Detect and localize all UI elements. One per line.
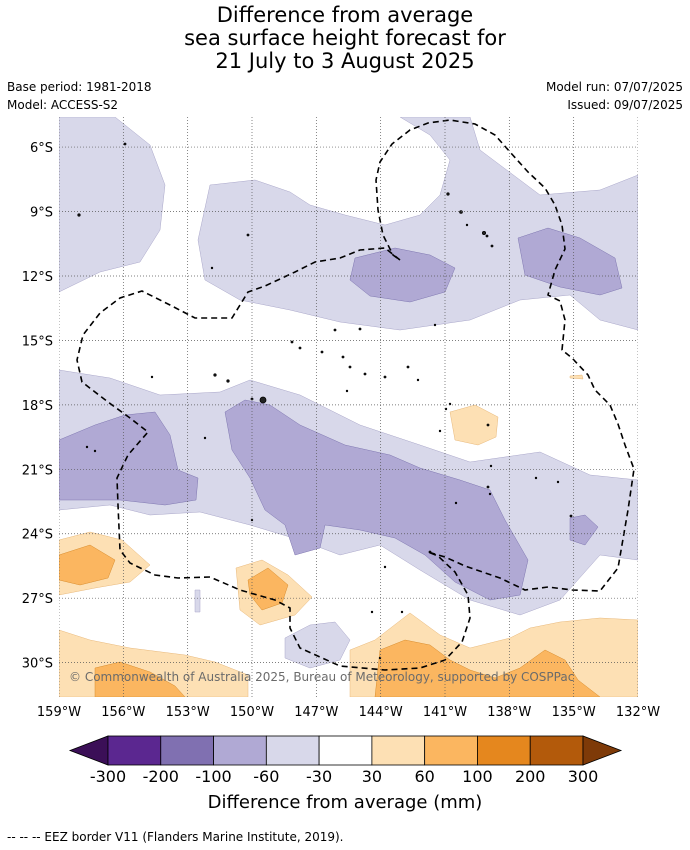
copyright-text: © Commonwealth of Australia 2025, Bureau… — [69, 670, 574, 684]
colorbar-tick-label: 200 — [515, 767, 546, 786]
title-line-2: sea surface height forecast for — [184, 26, 506, 50]
colorbar — [68, 735, 623, 766]
lat-tick-label: 15°S — [22, 334, 53, 349]
colorbar-extend-max — [582, 735, 623, 766]
latitude-tick-labels: 6°S 9°S 12°S 15°S 18°S 21°S 24°S 27°S 30°S — [22, 141, 53, 672]
issued-date: Issued: 09/07/2025 — [567, 98, 683, 112]
lat-tick-label: 21°S — [22, 463, 53, 478]
lon-tick-label: 144°W — [359, 705, 403, 720]
meta-left: Base period: 1981-2018 Model: ACCESS-S2 — [7, 78, 152, 114]
colorbar-title: Difference from average (mm) — [207, 792, 483, 813]
lat-tick-label: 9°S — [30, 206, 53, 221]
colorbar-extend-min — [68, 735, 109, 766]
colorbar-segment — [529, 735, 584, 766]
lon-tick-label: 135°W — [552, 705, 596, 720]
model-name: Model: ACCESS-S2 — [7, 98, 119, 112]
lat-tick-label: 6°S — [30, 141, 53, 156]
title-line-3: 21 July to 3 August 2025 — [215, 49, 475, 73]
eez-border-lines — [76, 119, 635, 671]
colorbar-tick-labels: -300 -200 -100 -60 -30 30 60 100 200 300 — [90, 767, 598, 786]
colorbar-tick-label: -200 — [143, 767, 179, 786]
colorbar-segment — [160, 735, 214, 766]
colorbar-tick-label: -30 — [306, 767, 332, 786]
colorbar-tick-label: -60 — [253, 767, 279, 786]
lon-tick-label: 159°W — [37, 705, 81, 720]
colorbar-segment — [424, 735, 478, 766]
colorbar-segment — [107, 735, 162, 766]
colorbar-tick-label: 60 — [414, 767, 434, 786]
colorbar-tick-label: 30 — [362, 767, 382, 786]
base-period: Base period: 1981-2018 — [7, 80, 152, 94]
colorbar-tick-label: 300 — [568, 767, 599, 786]
colorbar-segment — [318, 735, 373, 766]
longitude-tick-labels: 159°W 156°W 153°W 150°W 147°W 144°W 141°W 138°W… — [37, 705, 660, 720]
lon-tick-label: 153°W — [166, 705, 210, 720]
map-title: Difference from average sea surface heig… — [0, 4, 690, 73]
lon-tick-label: 132°W — [616, 705, 660, 720]
lat-tick-label: 18°S — [22, 399, 53, 414]
colorbar-segment — [265, 735, 320, 766]
colorbar-tick-label: 100 — [462, 767, 493, 786]
anomaly-band-plus60 — [59, 544, 601, 697]
lat-tick-label: 27°S — [22, 592, 53, 607]
lon-tick-label: 138°W — [487, 705, 531, 720]
colorbar-segment — [213, 735, 267, 766]
map-plot-area: © Commonwealth of Australia 2025, Bureau… — [59, 117, 638, 697]
lat-tick-label: 12°S — [22, 270, 53, 285]
lat-tick-label: 24°S — [22, 528, 53, 543]
colorbar-segment — [371, 735, 426, 766]
lon-tick-label: 156°W — [101, 705, 145, 720]
eez-footnote: -- -- -- EEZ border V11 (Flanders Marine… — [7, 830, 344, 844]
lon-tick-label: 150°W — [230, 705, 274, 720]
anomaly-band-minus60 — [59, 227, 623, 601]
colorbar-tick-label: -100 — [195, 767, 231, 786]
title-line-1: Difference from average — [216, 3, 474, 27]
meta-right: Model run: 07/07/2025 Issued: 09/07/2025 — [546, 78, 683, 114]
model-run: Model run: 07/07/2025 — [545, 80, 683, 94]
lon-tick-label: 147°W — [294, 705, 338, 720]
gridlines — [59, 117, 638, 697]
colorbar-tick-label: -300 — [90, 767, 126, 786]
lat-tick-label: 30°S — [22, 657, 53, 672]
lon-tick-label: 141°W — [423, 705, 467, 720]
colorbar-segment — [477, 735, 531, 766]
